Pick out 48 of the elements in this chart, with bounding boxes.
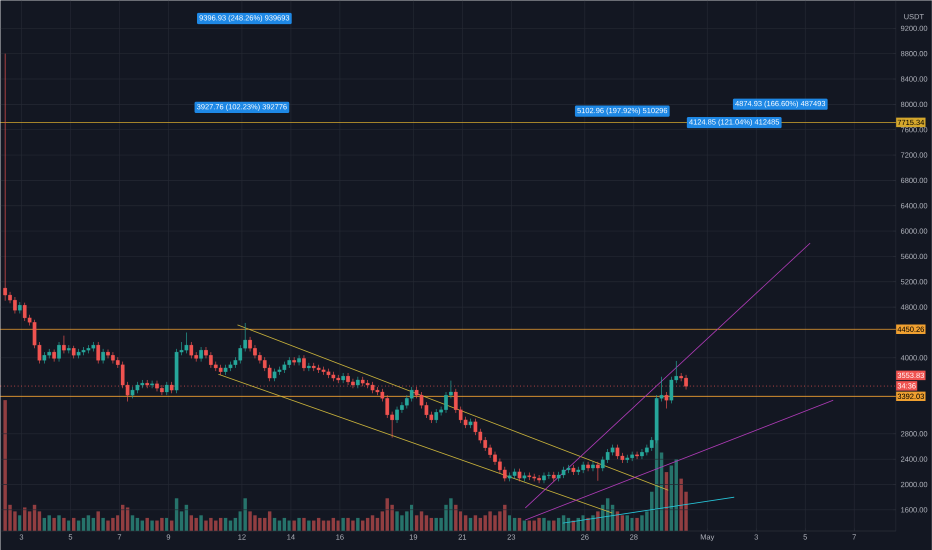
candlestick [101, 348, 105, 364]
bar [72, 518, 76, 532]
bar [635, 518, 639, 532]
candlestick [596, 461, 600, 482]
candlestick [57, 342, 61, 362]
candlestick [468, 418, 472, 428]
bar [664, 472, 668, 532]
bar [101, 518, 105, 532]
bar [145, 518, 149, 532]
candlestick [96, 342, 100, 364]
bar [96, 511, 100, 532]
candlestick [552, 472, 556, 482]
bar [596, 511, 600, 532]
bar [356, 518, 360, 532]
candlestick [72, 345, 76, 359]
candlestick [341, 372, 345, 384]
candlestick [18, 302, 22, 314]
bar [52, 518, 56, 532]
bar [454, 504, 458, 532]
bar [62, 518, 66, 532]
candlestick [635, 451, 639, 460]
candlestick [164, 382, 169, 396]
bar [302, 518, 306, 532]
candlestick [297, 354, 301, 366]
candlestick [199, 346, 203, 362]
bar [170, 520, 174, 532]
bar [512, 518, 516, 532]
candlestick [52, 349, 56, 362]
bar [150, 520, 154, 532]
candlestick [572, 464, 576, 476]
bar [586, 518, 590, 532]
candlestick [586, 461, 590, 472]
candlestick [518, 468, 522, 482]
candlestick [356, 376, 360, 389]
candlestick [591, 461, 595, 472]
candlestick [302, 354, 306, 372]
bar [243, 498, 247, 532]
bar [522, 520, 526, 532]
bar [341, 518, 345, 532]
bar [552, 520, 556, 532]
bar [297, 518, 301, 532]
bar [464, 515, 468, 532]
bar [199, 515, 203, 532]
bar [307, 520, 311, 532]
candlestick [664, 392, 668, 409]
candlestick [62, 335, 66, 354]
bar [572, 520, 576, 532]
bar [292, 520, 296, 532]
